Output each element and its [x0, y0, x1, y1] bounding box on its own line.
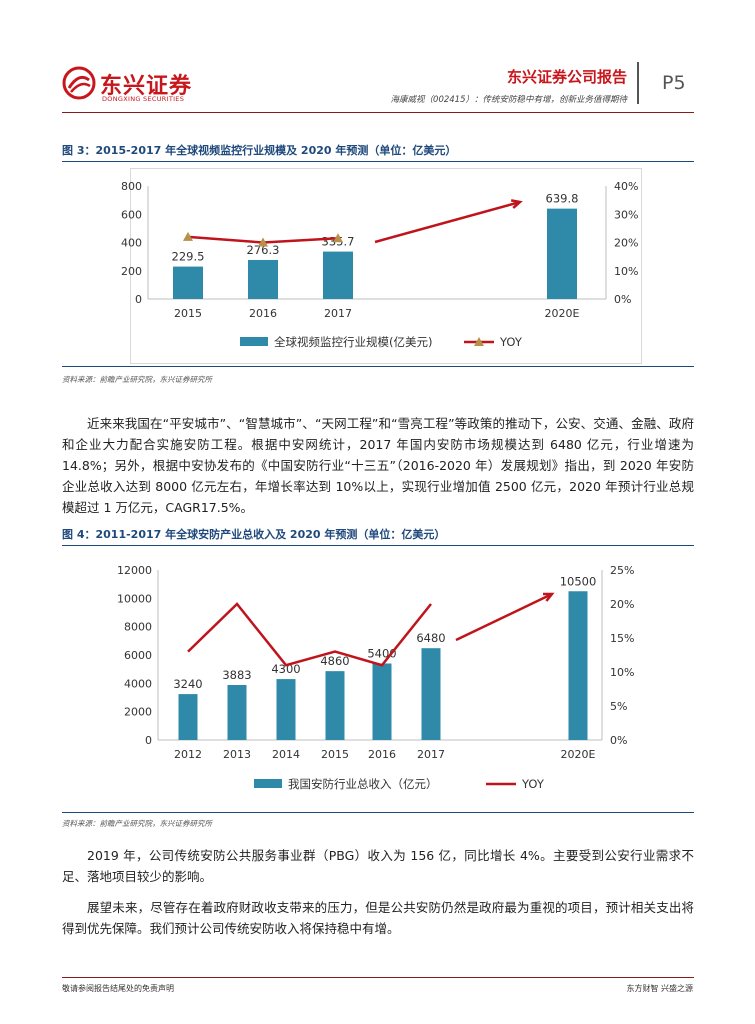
- figure-3-source-rule: [62, 366, 694, 367]
- bar: [276, 679, 296, 740]
- body-paragraph-1: 近来来我国在“平安城市”、“智慧城市”、“天网工程”和“雪亮工程”等政策的推动下…: [62, 413, 694, 518]
- figure-3-source: 资料来源：前瞻产业研究院，东兴证券研究所: [62, 375, 212, 384]
- y2-tick-label: 0%: [610, 734, 627, 747]
- yoy-line: [187, 602, 432, 667]
- header-divider: [637, 62, 639, 104]
- bar: [372, 663, 392, 740]
- trend-arrow-line: [455, 592, 553, 642]
- y2-tick-label: 10%: [614, 265, 638, 278]
- y-tick-label: 2000: [124, 706, 152, 719]
- x-tick-label: 2016: [249, 307, 277, 320]
- y-tick-label: 200: [121, 265, 142, 278]
- footer-slogan: 东方财智 兴盛之源: [626, 984, 693, 993]
- legend-bar-swatch: [240, 337, 268, 346]
- bar: [248, 259, 278, 299]
- y2-tick-label: 30%: [614, 208, 638, 221]
- logo-text-en: DONGXING SECURITIES: [102, 95, 185, 103]
- logo-mark-icon: [62, 66, 96, 100]
- bar: [547, 208, 577, 299]
- figure-4-chart: 0 2000 4000 6000 8000 10000 12000 0% 5% 10% 15% 20%…: [117, 564, 634, 791]
- y2-tick-label: 10%: [610, 666, 634, 679]
- yoy-marker: [183, 231, 193, 241]
- x-tick-label: 2017: [417, 748, 445, 761]
- trend-arrow-line: [374, 200, 521, 244]
- body-paragraph-2: 2019 年，公司传统安防公共服务事业群（PBG）收入为 156 亿，同比增长 …: [62, 845, 694, 887]
- figure-3-caption-rule: [62, 161, 694, 162]
- trend-arrow-head: [510, 199, 523, 209]
- legend-bar-swatch: [254, 779, 282, 788]
- y-tick-label: 800: [121, 180, 142, 193]
- y2-tick-label: 0%: [614, 293, 631, 306]
- legend-yoy-label: YOY: [499, 335, 523, 349]
- data-label: 639.8: [546, 192, 579, 206]
- x-tick-label: 2015: [174, 307, 202, 320]
- bar: [325, 671, 345, 740]
- y2-tick-label: 15%: [610, 632, 634, 645]
- body-paragraph-3: 展望未来，尽管存在着政府财政收支带来的压力，但是公共安防仍然是政府最为重视的项目…: [62, 897, 694, 939]
- report-title: 东兴证券公司报告: [506, 68, 627, 86]
- y-tick-label: 600: [121, 208, 142, 221]
- y2-tick-label: 5%: [610, 700, 627, 713]
- bar: [568, 591, 588, 740]
- data-label: 4300: [271, 662, 300, 676]
- bar: [421, 648, 441, 740]
- y2-tick-label: 40%: [614, 180, 638, 193]
- paragraph-text: 近来来我国在“平安城市”、“智慧城市”、“天网工程”和“雪亮工程”等政策的推动下…: [62, 416, 694, 515]
- data-label: 10500: [560, 574, 597, 588]
- x-tick-label: 2020E: [561, 748, 596, 761]
- disclaimer-note: 敬请参阅报告结尾处的免责声明: [62, 984, 174, 993]
- data-label: 276.3: [247, 243, 280, 257]
- figure-4-source-rule: [62, 812, 694, 813]
- data-label: 3240: [173, 677, 202, 691]
- y-tick-label: 400: [121, 237, 142, 250]
- data-label: 3883: [222, 668, 251, 682]
- bar: [178, 694, 198, 740]
- header-rule: [62, 112, 694, 113]
- y2-tick-label: 20%: [610, 598, 634, 611]
- x-tick-label: 2013: [223, 748, 251, 761]
- y2-tick-label: 25%: [610, 564, 634, 577]
- yoy-marker: [333, 233, 343, 243]
- legend-yoy-marker: [474, 337, 484, 346]
- trend-arrow-head: [542, 592, 555, 602]
- bar: [173, 266, 203, 299]
- x-tick-label: 2014: [272, 748, 300, 761]
- footer-rule: [62, 977, 694, 978]
- data-label: 6480: [416, 631, 445, 645]
- legend-bar-label: 我国安防行业总收入（亿元）: [288, 777, 438, 791]
- figure-4-source: 资料来源：前瞻产业研究院，东兴证券研究所: [62, 819, 212, 828]
- data-label: 229.5: [172, 250, 205, 264]
- page-number: P5: [662, 72, 686, 94]
- figure-3-chart: 0 200 400 600 800 0% 10% 20% 30% 40% 229.5 2015 276.…: [121, 180, 638, 349]
- report-subtitle: 海康威视（002415）：传统安防稳中有增，创新业务值得期待: [390, 95, 627, 105]
- logo-text-cn: 东兴证券: [100, 74, 193, 99]
- data-label: 4860: [320, 654, 349, 668]
- company-logo: 东兴证券 DONGXING SECURITIES: [62, 66, 191, 110]
- figure-4-caption-rule: [62, 545, 694, 546]
- paragraph-text: 展望未来，尽管存在着政府财政收支带来的压力，但是公共安防仍然是政府最为重视的项目…: [62, 900, 694, 936]
- figure-4-caption: 图 4：2011-2017 年全球安防产业总收入及 2020 年预测（单位：亿美…: [62, 528, 446, 541]
- y-tick-label: 4000: [124, 677, 152, 690]
- x-tick-label: 2016: [368, 748, 396, 761]
- yoy-marker: [258, 237, 268, 247]
- y-tick-label: 0: [135, 293, 142, 306]
- y2-tick-label: 20%: [614, 237, 638, 250]
- legend-bar-label: 全球视频监控行业规模(亿美元): [274, 335, 432, 349]
- y-tick-label: 6000: [124, 649, 152, 662]
- y-tick-label: 8000: [124, 621, 152, 634]
- y-tick-label: 0: [145, 734, 152, 747]
- x-tick-label: 2012: [174, 748, 202, 761]
- y-tick-label: 12000: [117, 564, 152, 577]
- bar: [323, 251, 353, 299]
- bar: [227, 684, 247, 740]
- paragraph-text: 2019 年，公司传统安防公共服务事业群（PBG）收入为 156 亿，同比增长 …: [62, 848, 694, 884]
- x-tick-label: 2015: [321, 748, 349, 761]
- figure-3-caption: 图 3：2015-2017 年全球视频监控行业规模及 2020 年预测（单位：亿…: [62, 144, 457, 157]
- legend-yoy-label: YOY: [521, 777, 545, 791]
- x-tick-label: 2020E: [545, 307, 580, 320]
- x-tick-label: 2017: [324, 307, 352, 320]
- y-tick-label: 10000: [117, 592, 152, 605]
